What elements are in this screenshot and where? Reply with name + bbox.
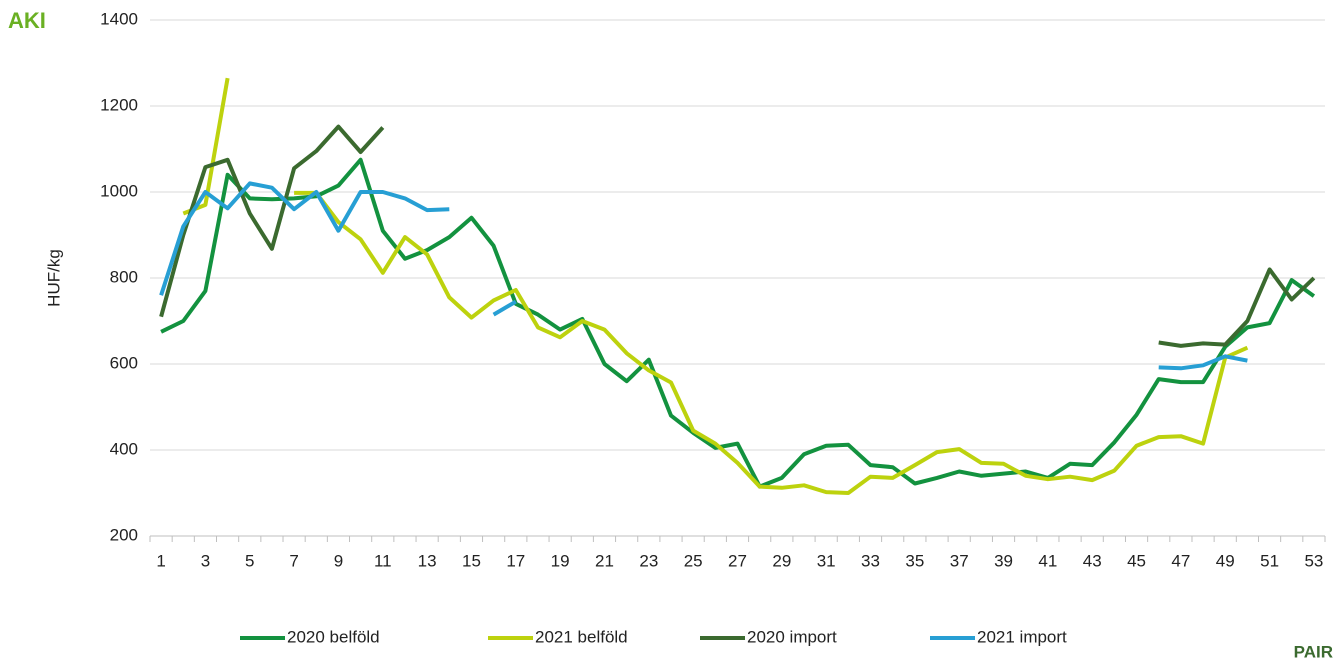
x-tick-label: 39 <box>994 551 1013 570</box>
legend-label: 2021 belföld <box>535 627 628 646</box>
x-tick-label: 29 <box>772 551 791 570</box>
series-line <box>159 124 1316 348</box>
x-tick-label: 51 <box>1260 551 1279 570</box>
x-tick-label: 1 <box>156 551 165 570</box>
series-line <box>182 77 1249 495</box>
x-tick-label: 19 <box>551 551 570 570</box>
logo-aki: AKI <box>8 8 46 33</box>
y-tick-label: 1000 <box>100 181 138 200</box>
series-line <box>159 181 1248 371</box>
x-tick-label: 15 <box>462 551 481 570</box>
x-tick-label: 31 <box>817 551 836 570</box>
x-tick-label: 41 <box>1038 551 1057 570</box>
x-tick-label: 43 <box>1083 551 1102 570</box>
y-tick-label: 200 <box>110 525 138 544</box>
x-tick-label: 37 <box>950 551 969 570</box>
x-tick-label: 45 <box>1127 551 1146 570</box>
x-tick-label: 7 <box>289 551 298 570</box>
x-tick-label: 23 <box>639 551 658 570</box>
y-tick-label: 600 <box>110 353 138 372</box>
x-tick-label: 49 <box>1216 551 1235 570</box>
series-line <box>160 157 1316 489</box>
x-tick-label: 21 <box>595 551 614 570</box>
y-tick-label: 400 <box>110 439 138 458</box>
legend-label: 2020 belföld <box>287 627 380 646</box>
y-tick-label: 1400 <box>100 9 138 28</box>
y-tick-label: 800 <box>110 267 138 286</box>
x-tick-label: 25 <box>684 551 703 570</box>
y-axis-label: HUF/kg <box>44 249 63 307</box>
x-tick-label: 53 <box>1304 551 1323 570</box>
x-tick-label: 33 <box>861 551 880 570</box>
y-tick-label: 1200 <box>100 95 138 114</box>
legend-label: 2020 import <box>747 627 837 646</box>
x-tick-label: 35 <box>905 551 924 570</box>
legend-label: 2021 import <box>977 627 1067 646</box>
x-tick-label: 11 <box>374 551 392 570</box>
logo-pair: PAIR <box>1294 642 1333 661</box>
x-tick-label: 17 <box>506 551 525 570</box>
x-tick-label: 3 <box>201 551 210 570</box>
x-tick-label: 9 <box>334 551 343 570</box>
x-tick-label: 13 <box>418 551 437 570</box>
x-tick-label: 5 <box>245 551 254 570</box>
x-tick-label: 27 <box>728 551 747 570</box>
x-tick-label: 47 <box>1171 551 1190 570</box>
